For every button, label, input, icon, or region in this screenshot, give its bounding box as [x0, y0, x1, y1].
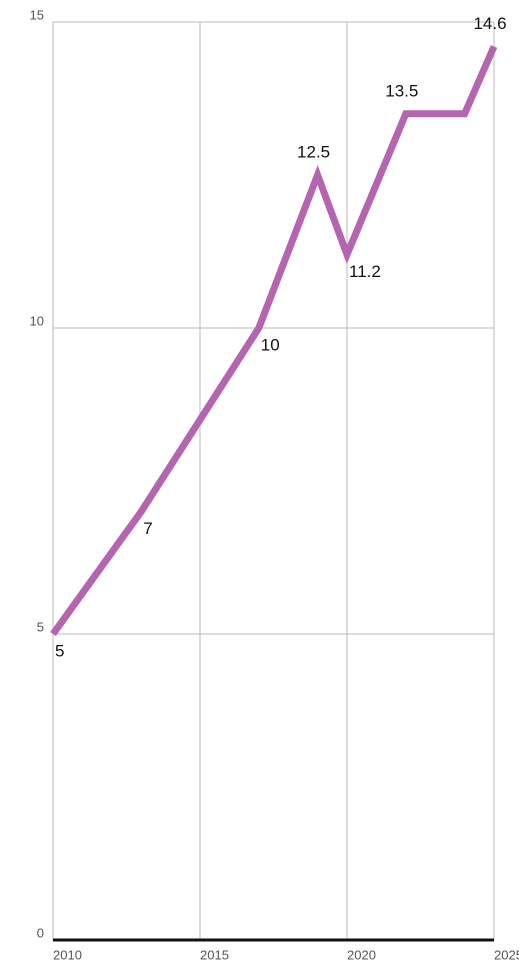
x-tick-label: 2015 — [200, 947, 229, 962]
data-label: 11.2 — [349, 262, 381, 281]
y-tick-label: 5 — [37, 619, 44, 634]
y-tick-label: 15 — [30, 7, 44, 22]
data-label: 13.5 — [385, 81, 418, 100]
data-label: 12.5 — [297, 142, 330, 161]
data-label: 10 — [261, 335, 280, 354]
x-tick-label: 2010 — [53, 947, 82, 962]
y-tick-label: 0 — [37, 925, 44, 940]
data-label: 5 — [55, 641, 64, 660]
x-tick-label: 2020 — [347, 947, 376, 962]
data-label: 7 — [143, 519, 152, 538]
line — [50, 45, 498, 637]
data-label: 14.6 — [473, 14, 506, 33]
y-tick-label: 10 — [30, 313, 44, 328]
